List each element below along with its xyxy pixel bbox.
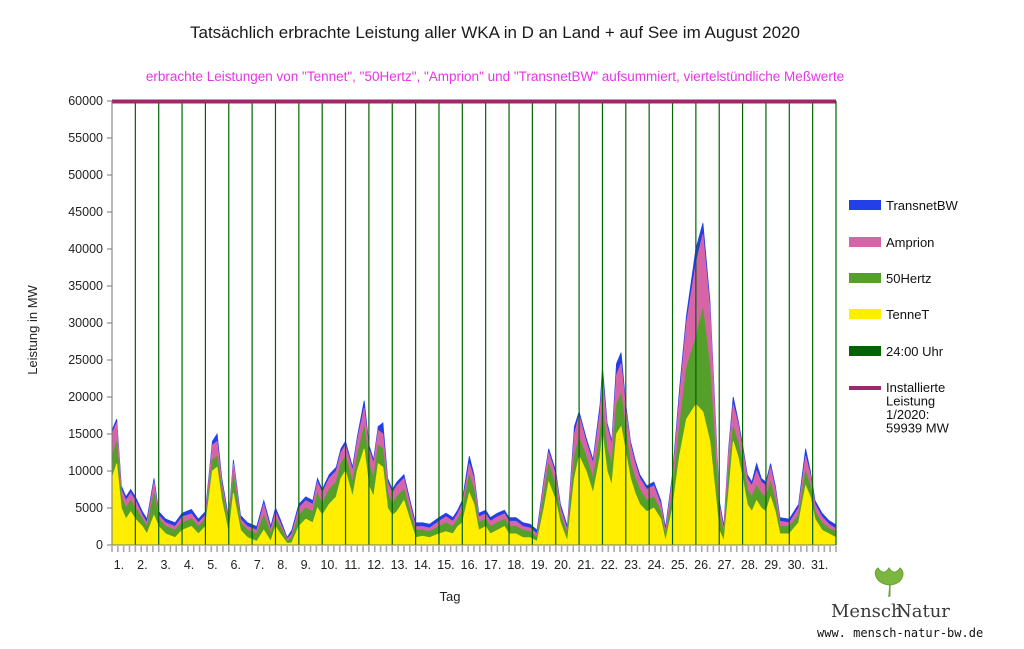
x-tick-label: 5. [207,558,217,572]
logo-url: www. mensch-natur-bw.de [817,626,983,640]
y-axis-label: Leistung in MW [25,284,40,374]
y-tick-label: 45000 [68,205,103,219]
x-tick-label: 21. [577,558,594,572]
legend-swatch [849,273,881,283]
x-tick-label: 7. [254,558,264,572]
logo: Mensch Natur www. mensch-natur-bw.de [817,567,983,640]
y-tick-label: 5000 [75,501,103,515]
ginkgo-leaf-icon [874,567,904,598]
x-tick-label: 29. [764,558,781,572]
x-tick-label: 28. [741,558,758,572]
legend-label-capacity: Installierte [886,380,945,395]
legend: TransnetBW Amprion 50Hertz TenneT 24:00 Uhr I… [849,198,958,436]
x-tick-label: 23. [624,558,641,572]
logo-text-mensch: Mensch [831,601,903,622]
x-tick-label: 27. [718,558,735,572]
x-tick-label: 30. [788,558,805,572]
y-tick-label: 25000 [68,353,103,367]
x-tick-label: 22. [601,558,618,572]
legend-label: Amprion [886,235,934,250]
x-tick-label: 19. [531,558,548,572]
x-tick-label: 17. [484,558,501,572]
y-tick-label: 50000 [68,168,103,182]
x-tick-label: 26. [694,558,711,572]
legend-label: TenneT [886,307,929,322]
chart-title: Tatsächlich erbrachte Leistung aller WKA… [190,23,800,42]
legend-label: 50Hertz [886,271,932,286]
x-tick-label: 14. [414,558,431,572]
x-axis-label: Tag [440,589,461,604]
legend-label-capacity: 1/2020: [886,407,929,422]
x-tick-label: 1. [114,558,124,572]
y-tick-label: 20000 [68,390,103,404]
x-tick-label: 12. [367,558,384,572]
y-tick-label: 30000 [68,316,103,330]
x-tick-label: 6. [231,558,241,572]
x-tick-label: 24. [647,558,664,572]
x-minor-ticks [111,546,837,552]
x-tick-label: 11. [344,558,360,572]
y-tick-label: 55000 [68,131,103,145]
plot-area [111,222,837,546]
x-tick-label: 31. [811,558,828,572]
x-tick-label: 16. [461,558,478,572]
x-tick-label: 8. [277,558,287,572]
x-tick-label: 3. [160,558,170,572]
legend-label-capacity: 59939 MW [886,421,950,436]
x-tick-label: 25. [671,558,688,572]
x-tick-label: 9. [301,558,311,572]
legend-swatch [849,309,881,319]
series-area-tennet [111,403,837,546]
y-tick-label: 40000 [68,242,103,256]
axes: 0 5000 10000 15000 20000 25000 30000 35000 40000… [68,94,837,572]
x-tick-label: 20. [554,558,571,572]
x-tick-label: 15. [437,558,454,572]
legend-swatch [849,200,881,210]
x-tick-label: 4. [184,558,194,572]
x-tick-label: 10. [320,558,337,572]
x-tick-label: 13. [391,558,408,572]
legend-swatch [849,346,881,356]
chart-subtitle: erbrachte Leistungen von "Tennet", "50He… [146,69,844,84]
y-tick-label: 15000 [68,427,103,441]
legend-label-capacity: Leistung [886,394,935,409]
x-tick-label: 18. [507,558,524,572]
logo-text-natur: Natur [896,601,950,622]
y-tick-label: 10000 [68,464,103,478]
midnight-lines [112,99,836,545]
x-tick-label: 2. [137,558,147,572]
legend-swatch [849,237,881,247]
legend-label: 24:00 Uhr [886,344,944,359]
legend-label: TransnetBW [886,198,958,213]
y-tick-label: 60000 [68,94,103,108]
legend-swatch-capacity [849,386,881,390]
y-tick-label: 0 [96,538,103,552]
y-tick-label: 35000 [68,279,103,293]
